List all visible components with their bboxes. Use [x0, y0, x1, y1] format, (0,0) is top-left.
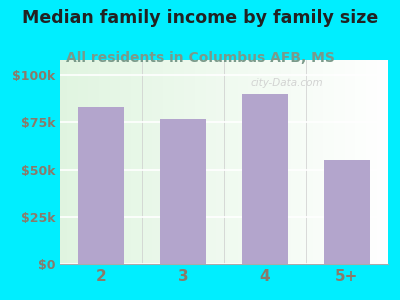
Text: Median family income by family size: Median family income by family size [22, 9, 378, 27]
Bar [242, 94, 288, 264]
Bar [160, 118, 206, 264]
Bar [324, 160, 370, 264]
Text: city-Data.com: city-Data.com [250, 78, 323, 88]
Text: All residents in Columbus AFB, MS: All residents in Columbus AFB, MS [66, 51, 334, 65]
Bar [78, 107, 124, 264]
